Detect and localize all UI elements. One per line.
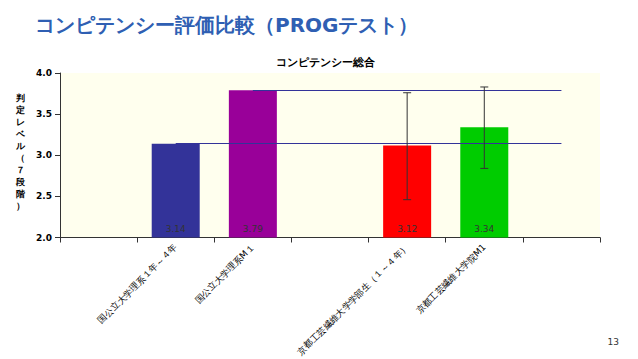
svg-text:７: ７ — [16, 165, 25, 175]
svg-text:3.0: 3.0 — [36, 150, 52, 160]
svg-text:3.12: 3.12 — [397, 224, 417, 234]
svg-text:（: （ — [16, 153, 25, 163]
svg-text:階: 階 — [16, 189, 26, 199]
svg-text:2.5: 2.5 — [36, 191, 52, 201]
svg-text:3.34: 3.34 — [474, 224, 494, 234]
svg-text:13: 13 — [608, 337, 619, 347]
svg-text:ル: ル — [15, 141, 26, 151]
svg-text:2.0: 2.0 — [36, 233, 52, 243]
svg-text:4.0: 4.0 — [36, 68, 52, 78]
svg-text:国公立大学理系１年～４年: 国公立大学理系１年～４年 — [96, 242, 179, 325]
svg-text:定: 定 — [15, 105, 25, 115]
svg-text:3.79: 3.79 — [243, 224, 263, 234]
svg-text:レ: レ — [16, 117, 25, 127]
svg-text:判: 判 — [15, 93, 25, 103]
svg-text:コンピテンシー評価比較（PROGテスト）: コンピテンシー評価比較（PROGテスト） — [35, 13, 418, 37]
svg-text:3.14: 3.14 — [166, 224, 186, 234]
svg-text:京都工芸繊維大学学部生（１～４年）: 京都工芸繊維大学学部生（１～４年） — [295, 242, 410, 357]
svg-text:京都工芸繊維大学院M1: 京都工芸繊維大学院M1 — [414, 242, 488, 316]
svg-text:3.5: 3.5 — [36, 109, 52, 119]
svg-text:ベ: ベ — [15, 129, 26, 139]
svg-text:国公立大学理系M１: 国公立大学理系M１ — [193, 242, 256, 305]
svg-text:）: ） — [16, 201, 25, 211]
svg-text:段: 段 — [15, 177, 26, 187]
svg-text:コンピテンシー総合: コンピテンシー総合 — [276, 56, 376, 69]
